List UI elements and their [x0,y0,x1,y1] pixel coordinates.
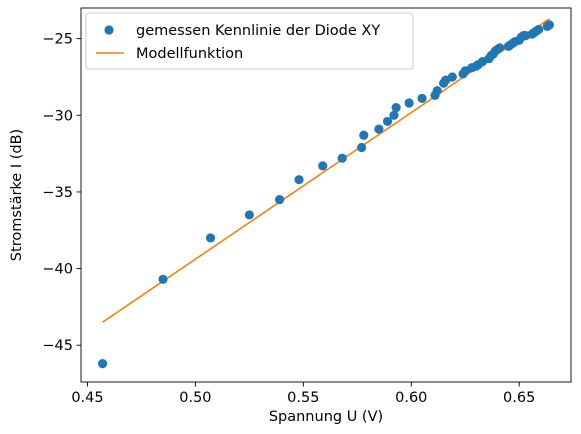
data-point [432,86,442,96]
data-point [447,72,457,82]
data-point [374,124,384,134]
data-point [274,195,285,205]
data-point [544,20,555,30]
y-tick-label: −35 [42,185,73,201]
y-tick-label: −45 [42,338,73,354]
data-point [359,130,369,140]
plot-area [81,8,571,382]
x-tick-label: 0.55 [287,390,319,406]
legend: gemessen Kennlinie der Diode XY Modellfun… [85,12,414,70]
data-point [389,110,399,120]
data-point [294,175,304,185]
legend-box [85,12,414,70]
y-tick-label: −25 [42,32,73,48]
legend-label: Modellfunktion [136,46,243,62]
legend-marker [104,25,114,35]
x-axis-label: Spannung U (V) [269,409,383,425]
x-tick-label: 0.60 [395,390,427,406]
data-point [337,153,347,163]
legend-label: gemessen Kennlinie der Diode XY [136,23,380,39]
y-axis-label: Stromstärke I (dB) [9,129,25,261]
data-point [534,24,544,35]
y-tick-label: −30 [42,108,73,124]
y-axis: −45 −40 −35 −30 −25 [42,32,81,354]
data-point [404,98,414,108]
x-tick-label: 0.50 [179,390,211,406]
data-point [495,43,505,53]
data-point [391,103,401,113]
data-point [244,210,254,220]
x-axis: 0.45 0.50 0.55 0.60 0.65 [71,382,535,406]
data-point [158,274,168,284]
data-point [417,93,427,104]
y-tick-label: −40 [42,262,73,278]
data-point [382,116,393,127]
plot-frame [80,7,572,383]
data-point [318,161,328,171]
data-point [357,142,367,153]
x-tick-label: 0.45 [71,390,103,406]
series-layer [97,18,555,369]
data-point [97,359,108,369]
x-tick-label: 0.65 [503,390,535,406]
data-point [205,233,216,243]
